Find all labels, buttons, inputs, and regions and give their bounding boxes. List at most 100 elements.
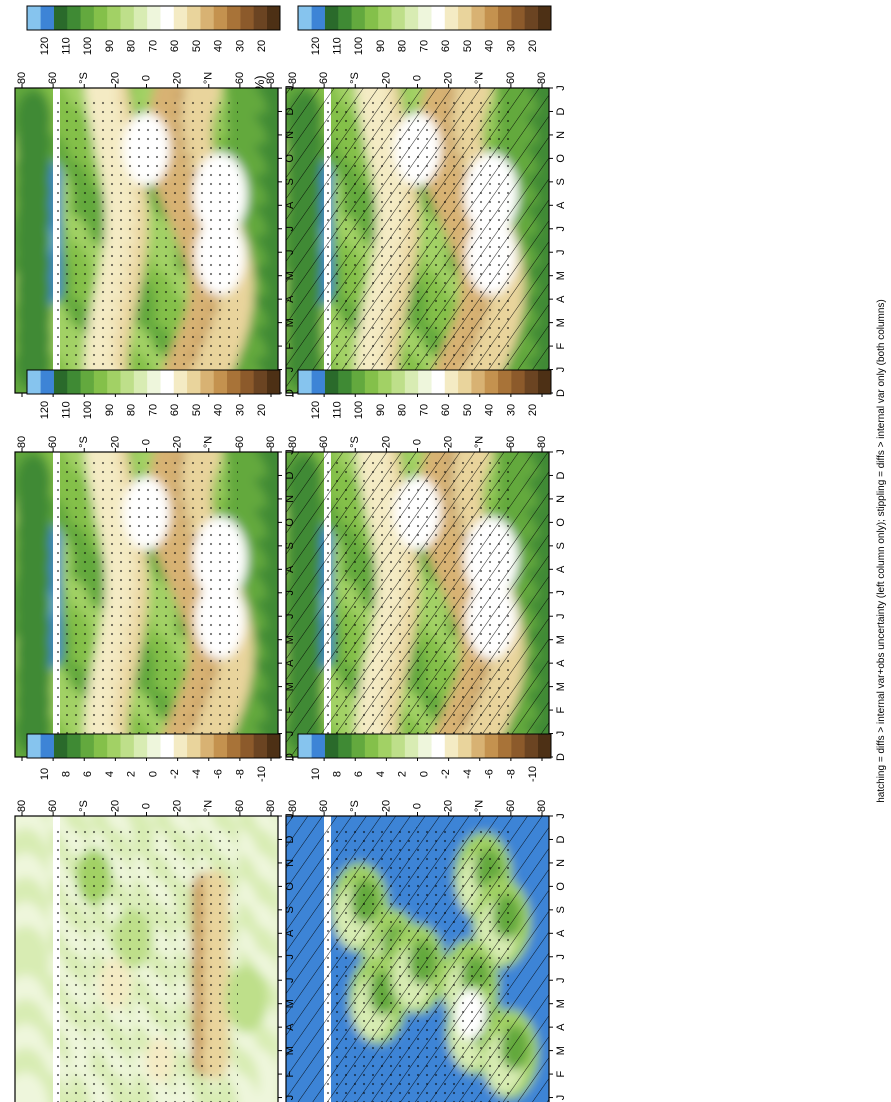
y-tick-label: °S — [78, 436, 90, 448]
colorbar-swatch — [391, 370, 405, 394]
colorbar-swatch — [53, 370, 68, 394]
colorbar-swatch — [200, 734, 214, 758]
colorbar-label: 120 — [39, 401, 51, 419]
y-tick-label: 60 — [318, 436, 330, 448]
x-tick-label: J — [555, 1095, 567, 1101]
colorbar-swatch — [377, 370, 392, 394]
colorbar-label: 60 — [169, 40, 181, 52]
colorbar-swatch — [511, 734, 525, 758]
colorbar-swatch — [377, 6, 392, 30]
colorbar-swatch — [40, 6, 54, 30]
colorbar-label: 4 — [375, 771, 387, 777]
colorbar-swatch — [324, 734, 339, 758]
colorbar-swatch — [417, 6, 432, 30]
y-tick-label: 0 — [411, 439, 423, 445]
colorbar-label: 70 — [147, 40, 159, 52]
heatmap-field — [286, 88, 549, 393]
colorbar-swatch — [497, 6, 512, 30]
heatmap-field — [286, 816, 549, 1102]
x-tick-label: F — [555, 706, 567, 713]
colorbar-label: -10 — [256, 766, 268, 782]
y-tick-label: 20 — [443, 436, 455, 448]
colorbar-swatch — [146, 370, 161, 394]
x-tick-label: N — [555, 131, 567, 139]
x-tick-label: J — [555, 367, 567, 373]
y-tick-label: 60 — [318, 800, 330, 812]
colorbar-swatch — [133, 6, 148, 30]
colorbar-swatch — [417, 370, 432, 394]
colorbar-swatch — [93, 6, 108, 30]
colorbar-swatch — [351, 6, 365, 30]
stippling-overlay — [326, 462, 509, 747]
stippling-overlay — [326, 98, 509, 383]
x-tick-label: A — [284, 929, 296, 937]
colorbar-label: -2 — [440, 769, 452, 779]
colorbar-swatch — [27, 6, 41, 30]
colorbar-label: 30 — [505, 40, 517, 52]
y-tick-label: °S — [78, 800, 90, 812]
y-tick-label: 60 — [505, 72, 517, 84]
y-tick-label: 80 — [287, 800, 299, 812]
colorbar-swatch — [364, 6, 379, 30]
colorbar-swatch — [337, 6, 352, 30]
x-tick-label: D — [284, 107, 296, 115]
colorbar-swatch — [484, 734, 499, 758]
x-tick-label: O — [284, 154, 296, 163]
colorbar-swatch — [106, 734, 121, 758]
x-tick-label: D — [555, 753, 567, 761]
colorbar-swatch — [337, 734, 352, 758]
y-tick-label: 60 — [505, 800, 517, 812]
x-tick-label: M — [284, 635, 296, 644]
colorbar-label: 80 — [397, 40, 409, 52]
y-tick-label: °S — [349, 72, 361, 84]
colorbar-swatch — [66, 6, 81, 30]
colorbar-swatch — [173, 734, 188, 758]
colorbar-label: 90 — [375, 40, 387, 52]
colorbar-swatch — [173, 370, 188, 394]
colorbar-swatch — [93, 734, 108, 758]
x-tick-label: S — [284, 906, 296, 913]
colorbar-label: -4 — [191, 769, 203, 779]
colorbar-label: 110 — [60, 401, 72, 419]
colorbar-swatch — [213, 370, 228, 394]
x-tick-label: A — [284, 201, 296, 209]
x-tick-label: J — [555, 954, 567, 960]
x-tick-label: A — [555, 929, 567, 937]
colorbar-label: 10 — [310, 768, 322, 780]
y-tick-label: 60 — [505, 436, 517, 448]
x-tick-label: J — [555, 449, 567, 455]
x-tick-label: S — [284, 178, 296, 185]
x-tick-label: J — [555, 813, 567, 819]
y-tick-label: 60 — [47, 72, 59, 84]
x-tick-label: O — [284, 518, 296, 527]
y-tick-label: 60 — [318, 72, 330, 84]
x-tick-label: J — [555, 731, 567, 737]
colorbar-label: 120 — [310, 401, 322, 419]
x-tick-label: A — [284, 1023, 296, 1031]
colorbar-swatch — [106, 370, 121, 394]
colorbar-label: 6 — [82, 771, 94, 777]
x-tick-label: O — [555, 882, 567, 891]
x-tick-label: N — [284, 131, 296, 139]
x-tick-label: M — [284, 999, 296, 1008]
colorbar-label: 20 — [256, 404, 268, 416]
x-tick-label: J — [284, 449, 296, 455]
colorbar-swatch — [53, 6, 68, 30]
y-tick-label: 80 — [265, 436, 277, 448]
colorbar-swatch — [40, 734, 54, 758]
x-tick-label: A — [555, 659, 567, 667]
x-tick-label: O — [284, 882, 296, 891]
x-tick-label: D — [555, 471, 567, 479]
x-tick-label: O — [555, 154, 567, 163]
x-tick-label: A — [555, 1023, 567, 1031]
x-tick-label: J — [284, 813, 296, 819]
colorbar-swatch — [266, 370, 281, 394]
colorbar-label: 40 — [213, 40, 225, 52]
colorbar-label: 40 — [213, 404, 225, 416]
colorbar-swatch — [444, 734, 459, 758]
colorbar-swatch — [391, 6, 405, 30]
colorbar-label: 0 — [418, 771, 430, 777]
x-tick-label: F — [284, 706, 296, 713]
chart-panel: DJFMAMJJASONDJ8060°N20020°S6080CESM1-CAM… — [14, 733, 296, 1102]
